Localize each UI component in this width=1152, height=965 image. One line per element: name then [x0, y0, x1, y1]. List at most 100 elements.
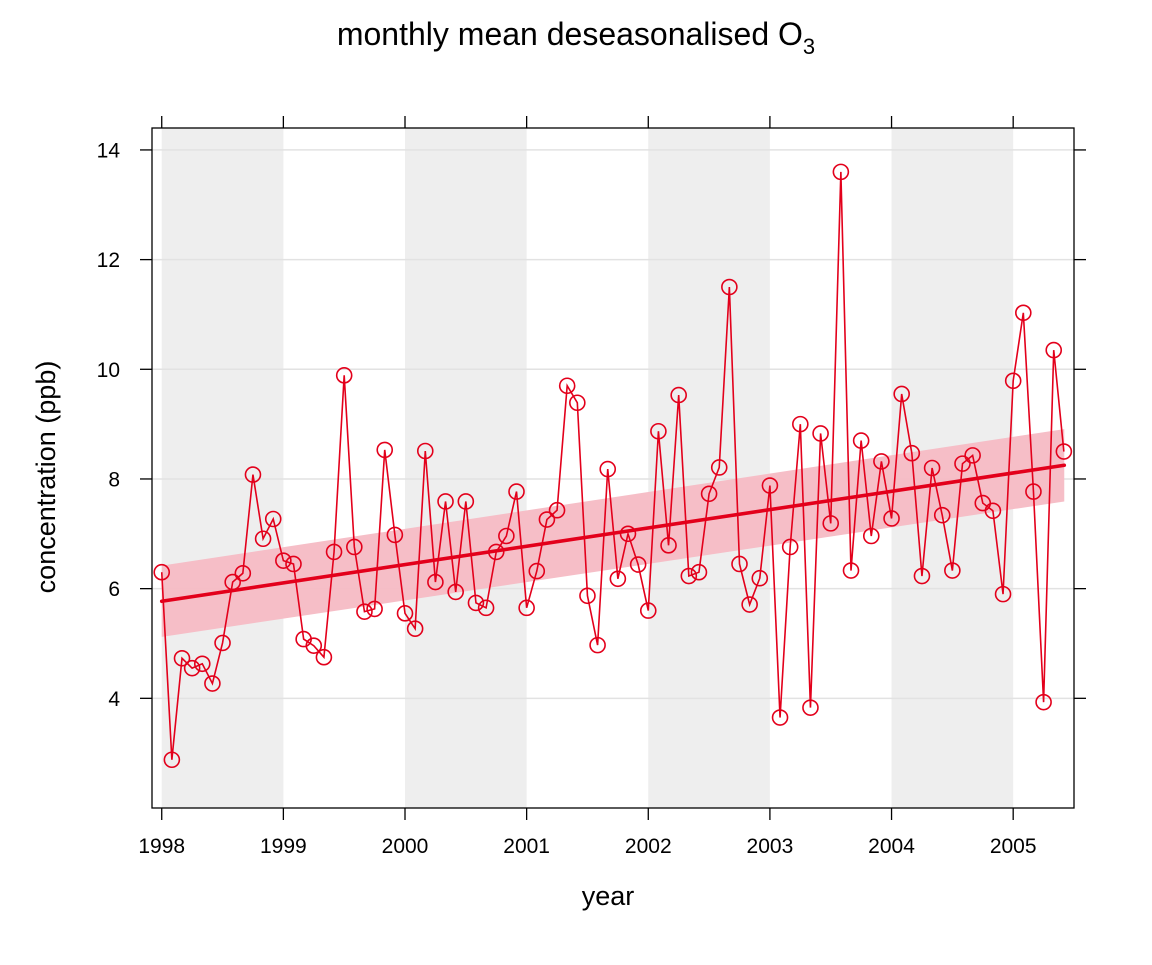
data-point [741, 596, 758, 613]
data-point [305, 637, 323, 654]
tick-labels: 1998 1999 2000 2001 2002 2003 2004 2005 4 6 8 10 12 1… [97, 139, 1037, 858]
data-point [802, 699, 819, 716]
x-tick-label: 2004 [868, 835, 915, 858]
data-point [883, 510, 900, 527]
data-point [913, 567, 931, 585]
data-point [781, 538, 799, 556]
data-point [193, 655, 211, 673]
x-tick-label: 1999 [260, 835, 307, 858]
data-point [477, 599, 495, 617]
data-point [346, 538, 363, 556]
series-line [160, 171, 1065, 760]
data-point [366, 600, 383, 618]
data-point [660, 537, 677, 554]
data-point [498, 527, 515, 545]
data-point [396, 605, 414, 622]
y-axis-label: concentration (ppb) [31, 361, 61, 594]
data-point [254, 530, 272, 548]
data-point [873, 453, 890, 470]
year-band-1998 [161, 128, 284, 808]
data-point [264, 510, 282, 528]
data-point [1035, 693, 1052, 711]
data-point [731, 555, 748, 573]
data-point [599, 460, 617, 478]
data-point [751, 569, 769, 587]
data-point [528, 562, 546, 580]
chart-title-subscript: 3 [803, 34, 815, 59]
data-point [275, 552, 292, 569]
data-point [1004, 372, 1022, 390]
data-point [204, 675, 221, 692]
data-point [386, 526, 404, 544]
data-point [680, 567, 698, 585]
year-band-2002 [648, 128, 770, 808]
data-point [842, 562, 860, 579]
data-point [224, 573, 241, 591]
data-point [538, 511, 556, 528]
data-point [609, 570, 627, 588]
data-point [761, 477, 779, 494]
data-point [954, 455, 971, 472]
data-point [457, 493, 475, 510]
data-point [183, 659, 201, 677]
data-point [214, 634, 231, 652]
data-point [234, 564, 252, 582]
data-point [670, 386, 687, 404]
data-point [690, 563, 708, 581]
data-point [325, 543, 343, 561]
y-tick-label: 6 [108, 578, 120, 601]
data-point [315, 648, 333, 666]
data-point [427, 573, 444, 591]
data-point [650, 422, 667, 440]
data-point [406, 620, 424, 637]
data-point [437, 493, 454, 510]
data-point [933, 506, 951, 524]
data-point [792, 415, 809, 433]
data-point [487, 543, 505, 561]
data-point [356, 603, 373, 620]
series-line-group [160, 171, 1065, 760]
data-point [1045, 341, 1063, 359]
data-point [812, 425, 829, 442]
data-point [984, 502, 1002, 520]
data-point [700, 485, 718, 503]
data-point [903, 444, 921, 462]
x-axis-label: year [582, 881, 635, 911]
data-point [508, 483, 525, 500]
data-point [579, 587, 596, 605]
data-point [558, 377, 576, 395]
data-point [1015, 304, 1032, 322]
data-point [173, 649, 191, 667]
y-tick-label: 14 [97, 139, 121, 162]
data-point [944, 562, 961, 579]
data-point [721, 278, 738, 296]
y-tick-label: 4 [108, 688, 120, 711]
x-tick-label: 2003 [747, 835, 794, 858]
x-tick-label: 2002 [625, 835, 672, 858]
data-point [639, 602, 657, 619]
data-point [467, 594, 485, 612]
x-tick-label: 1998 [138, 835, 185, 858]
x-tick-label: 2005 [990, 835, 1037, 858]
data-point [710, 459, 728, 476]
data-point [447, 583, 464, 601]
data-point [923, 459, 941, 477]
x-tick-label: 2001 [503, 835, 550, 858]
data-point [569, 394, 586, 412]
data-point [994, 585, 1012, 603]
chart-title: monthly mean deseasonalised O3 [337, 16, 815, 59]
data-point [822, 515, 840, 532]
data-point [771, 709, 789, 726]
y-tick-label: 12 [97, 249, 120, 272]
x-tick-label: 2000 [382, 835, 429, 858]
data-point [1055, 443, 1073, 460]
year-shading-bands [161, 128, 1014, 808]
data-point [244, 466, 262, 483]
data-points [153, 163, 1073, 769]
data-point [852, 432, 870, 449]
data-point [285, 555, 302, 573]
data-point [153, 563, 171, 581]
data-point [629, 556, 647, 573]
